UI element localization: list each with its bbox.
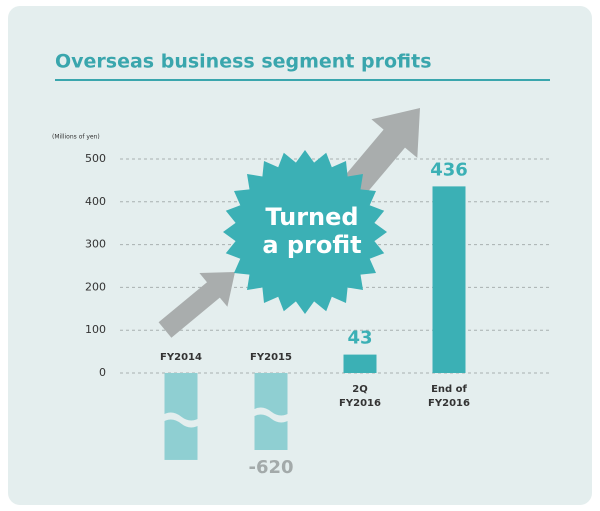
y-axis-label: (Millions of yen): [52, 134, 100, 141]
axis-break: [250, 407, 292, 423]
bar: [432, 186, 466, 373]
arrow: [158, 272, 235, 338]
starburst: [223, 150, 387, 314]
x-tick-label: FY2015: [250, 352, 292, 363]
x-tick-label: End of FY2016: [428, 384, 470, 409]
y-tick-label: 200: [85, 280, 106, 293]
chart-title: Overseas business segment profits: [55, 51, 432, 73]
y-tick-label: 100: [85, 323, 106, 336]
x-tick-label: 2Q FY2016: [339, 384, 381, 409]
bars: -620 43 436: [160, 159, 468, 478]
y-tick-label: 500: [85, 152, 106, 165]
value-label: -620: [248, 457, 293, 478]
y-tick-label: 0: [99, 366, 106, 379]
bar: [343, 354, 377, 373]
y-tick-label: 300: [85, 238, 106, 251]
value-label: 436: [430, 159, 468, 180]
grid: 0 100 200 300 400 500: [85, 152, 550, 379]
x-tick-label: FY2014: [160, 352, 202, 363]
annotation: a profit: [262, 231, 361, 259]
annotation: Turned: [265, 203, 358, 231]
value-label: 43: [347, 328, 372, 349]
y-tick-label: 400: [85, 195, 106, 208]
axis-break: [160, 412, 202, 428]
